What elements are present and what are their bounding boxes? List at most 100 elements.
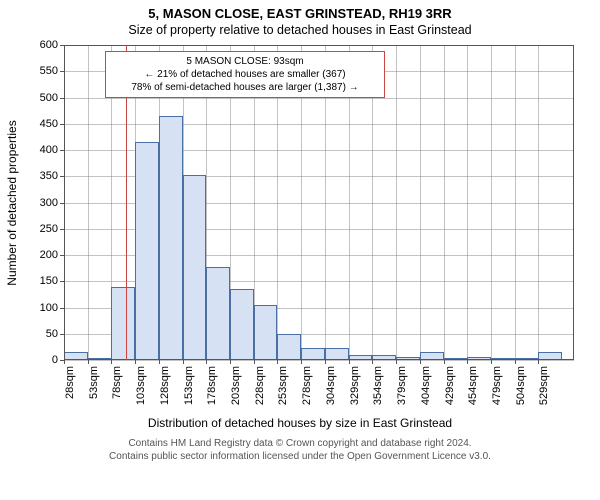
- histogram-bar: [538, 352, 562, 360]
- x-tick-label: 354sqm: [372, 366, 384, 405]
- histogram-bar: [325, 348, 349, 360]
- y-tick-label: 450: [40, 118, 58, 130]
- grid-line-v: [467, 45, 468, 360]
- x-axis-label: Distribution of detached houses by size …: [0, 416, 600, 430]
- y-tick-mark: [60, 229, 64, 230]
- x-tick-label: 78sqm: [111, 366, 123, 399]
- grid-line-v: [538, 45, 539, 360]
- histogram-bar: [515, 358, 539, 360]
- histogram-bar: [301, 348, 325, 360]
- histogram-bar: [349, 355, 373, 360]
- x-tick-mark: [88, 360, 89, 364]
- annotation-line-3: 78% of semi-detached houses are larger (…: [112, 81, 378, 94]
- y-tick-mark: [60, 124, 64, 125]
- histogram-bar: [183, 175, 207, 360]
- y-tick-mark: [60, 203, 64, 204]
- x-tick-label: 203sqm: [230, 366, 242, 405]
- x-tick-mark: [420, 360, 421, 364]
- y-tick-mark: [60, 255, 64, 256]
- y-tick-label: 150: [40, 275, 58, 287]
- x-tick-mark: [444, 360, 445, 364]
- x-tick-label: 529sqm: [538, 366, 550, 405]
- x-tick-mark: [230, 360, 231, 364]
- histogram-bar: [420, 352, 444, 360]
- x-tick-label: 454sqm: [467, 366, 479, 405]
- x-tick-mark: [111, 360, 112, 364]
- annotation-box: 5 MASON CLOSE: 93sqm ← 21% of detached h…: [105, 51, 385, 98]
- y-tick-mark: [60, 281, 64, 282]
- x-tick-mark: [64, 360, 65, 364]
- x-tick-mark: [277, 360, 278, 364]
- x-tick-mark: [491, 360, 492, 364]
- x-tick-label: 278sqm: [301, 366, 313, 405]
- y-tick-mark: [60, 308, 64, 309]
- histogram-bar: [444, 358, 468, 360]
- y-tick-label: 50: [46, 328, 58, 340]
- x-tick-mark: [183, 360, 184, 364]
- histogram-bar: [396, 357, 420, 360]
- y-tick-mark: [60, 150, 64, 151]
- grid-line-h: [64, 45, 574, 46]
- y-tick-label: 550: [40, 65, 58, 77]
- histogram-bar: [88, 358, 112, 360]
- histogram-bar: [230, 289, 254, 360]
- histogram-bar: [135, 142, 159, 360]
- x-tick-mark: [538, 360, 539, 364]
- grid-line-v: [491, 45, 492, 360]
- x-tick-mark: [135, 360, 136, 364]
- x-tick-label: 128sqm: [159, 366, 171, 405]
- y-tick-label: 300: [40, 197, 58, 209]
- x-tick-label: 253sqm: [277, 366, 289, 405]
- chart-container: 5, MASON CLOSE, EAST GRINSTEAD, RH19 3RR…: [0, 0, 600, 500]
- x-tick-mark: [515, 360, 516, 364]
- x-tick-mark: [206, 360, 207, 364]
- annotation-line-1: 5 MASON CLOSE: 93sqm: [112, 55, 378, 68]
- y-tick-mark: [60, 71, 64, 72]
- grid-line-v: [515, 45, 516, 360]
- histogram-bar: [64, 352, 88, 360]
- y-tick-mark: [60, 98, 64, 99]
- y-tick-mark: [60, 45, 64, 46]
- histogram-bar: [159, 116, 183, 360]
- x-tick-label: 329sqm: [349, 366, 361, 405]
- y-tick-mark: [60, 176, 64, 177]
- x-tick-mark: [349, 360, 350, 364]
- grid-line-v: [64, 45, 65, 360]
- x-tick-label: 404sqm: [420, 366, 432, 405]
- x-tick-label: 504sqm: [515, 366, 527, 405]
- footer-line-1: Contains HM Land Registry data © Crown c…: [0, 438, 600, 451]
- x-tick-mark: [396, 360, 397, 364]
- y-tick-label: 400: [40, 144, 58, 156]
- histogram-bar: [372, 355, 396, 360]
- grid-line-v: [444, 45, 445, 360]
- histogram-bar: [277, 334, 301, 360]
- y-tick-mark: [60, 334, 64, 335]
- y-tick-label: 600: [40, 39, 58, 51]
- y-tick-label: 500: [40, 92, 58, 104]
- x-tick-mark: [467, 360, 468, 364]
- chart-supertitle: 5, MASON CLOSE, EAST GRINSTEAD, RH19 3RR: [0, 0, 600, 21]
- grid-line-v: [420, 45, 421, 360]
- x-tick-mark: [301, 360, 302, 364]
- y-tick-label: 250: [40, 223, 58, 235]
- x-tick-label: 178sqm: [206, 366, 218, 405]
- y-tick-label: 200: [40, 249, 58, 261]
- x-tick-label: 304sqm: [325, 366, 337, 405]
- y-tick-label: 0: [52, 354, 58, 366]
- grid-line-v: [88, 45, 89, 360]
- annotation-line-2: ← 21% of detached houses are smaller (36…: [112, 68, 378, 81]
- y-axis-label: Number of detached properties: [5, 120, 19, 285]
- x-tick-label: 28sqm: [64, 366, 76, 399]
- y-tick-label: 350: [40, 170, 58, 182]
- histogram-bar: [206, 267, 230, 360]
- x-tick-mark: [159, 360, 160, 364]
- x-tick-label: 379sqm: [396, 366, 408, 405]
- grid-line-v: [396, 45, 397, 360]
- x-tick-label: 153sqm: [183, 366, 195, 405]
- histogram-bar: [491, 358, 515, 360]
- x-tick-mark: [325, 360, 326, 364]
- x-tick-mark: [372, 360, 373, 364]
- x-tick-mark: [254, 360, 255, 364]
- x-tick-label: 53sqm: [88, 366, 100, 399]
- x-tick-label: 429sqm: [444, 366, 456, 405]
